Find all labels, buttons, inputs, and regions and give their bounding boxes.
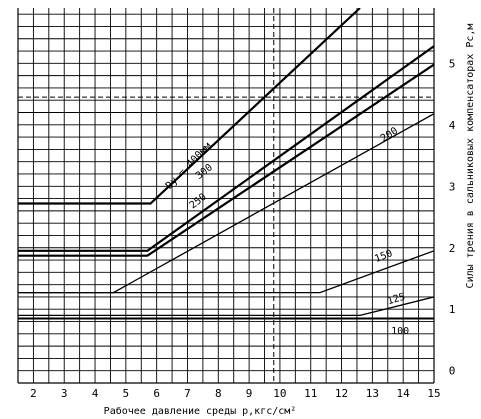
x-tick-label: 12 <box>335 387 348 400</box>
x-tick-label: 4 <box>92 387 99 400</box>
y-tick-label: 2 <box>449 242 456 255</box>
series-label-3: 200 <box>379 125 400 144</box>
x-tick-label: 8 <box>215 387 222 400</box>
x-tick-label: 11 <box>304 387 317 400</box>
reference-lines <box>18 8 434 383</box>
series-line-4 <box>18 250 434 294</box>
series-line-5 <box>18 296 434 317</box>
series-line-0 <box>18 8 361 205</box>
x-tick-label: 3 <box>61 387 68 400</box>
series-lines <box>18 8 434 320</box>
x-tick-label: 5 <box>123 387 130 400</box>
series-label-4: 150 <box>373 248 394 265</box>
y-tick-label: 5 <box>449 57 456 70</box>
x-tick-label: 10 <box>273 387 286 400</box>
y-tick-label: 0 <box>449 365 456 378</box>
series-line-1 <box>18 45 434 252</box>
y-axis-label: Силы трения в сальниковых компенсаторах … <box>465 24 476 289</box>
series-label-6: 100 <box>391 326 409 337</box>
series-line-2 <box>18 63 434 257</box>
x-tick-label: 9 <box>246 387 253 400</box>
x-tick-label: 15 <box>427 387 440 400</box>
y-tick-label: 1 <box>449 303 456 316</box>
x-axis-label: Рабочее давление среды р,кгс/см² <box>104 405 297 417</box>
y-tick-label: 3 <box>449 180 456 193</box>
x-tick-label: 13 <box>366 387 379 400</box>
x-tick-label: 7 <box>184 387 191 400</box>
y-tick-label: 4 <box>449 119 456 132</box>
x-tick-label: 2 <box>30 387 37 400</box>
series-label-5: 125 <box>386 292 406 308</box>
x-tick-label: 6 <box>153 387 160 400</box>
grid <box>17 8 435 384</box>
x-tick-label: 14 <box>397 387 411 400</box>
